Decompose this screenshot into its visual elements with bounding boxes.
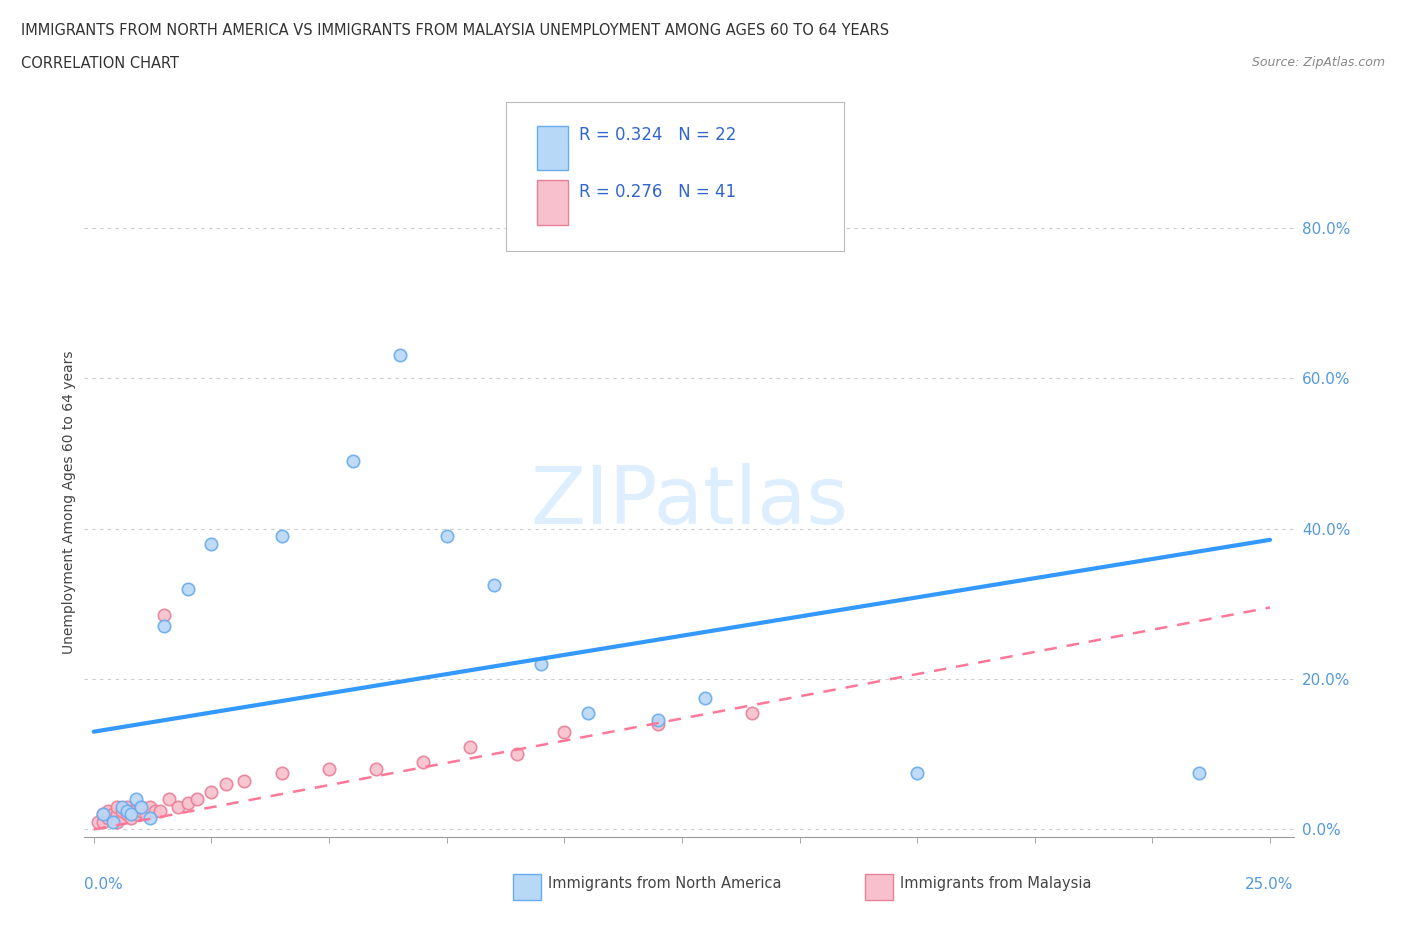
- Point: [97, 811, 120, 826]
- Point: [91, 807, 114, 822]
- Point: [412, 754, 434, 769]
- Point: [214, 777, 236, 791]
- Point: [111, 811, 134, 826]
- Point: [139, 800, 162, 815]
- Point: [153, 618, 176, 633]
- Point: [120, 804, 142, 818]
- Text: R = 0.276   N = 41: R = 0.276 N = 41: [579, 183, 737, 201]
- Point: [530, 657, 553, 671]
- Point: [120, 807, 142, 822]
- Point: [364, 762, 387, 777]
- Point: [271, 528, 294, 543]
- Point: [271, 765, 294, 780]
- Point: [97, 807, 120, 822]
- Point: [115, 800, 138, 815]
- Text: 0.0%: 0.0%: [84, 877, 124, 892]
- Point: [388, 348, 411, 363]
- Point: [741, 706, 763, 721]
- Point: [91, 807, 114, 822]
- Point: [647, 717, 669, 732]
- Point: [135, 807, 157, 822]
- Point: [115, 804, 138, 818]
- Point: [125, 807, 148, 822]
- Point: [436, 528, 458, 543]
- Text: R = 0.324   N = 22: R = 0.324 N = 22: [579, 126, 737, 144]
- Point: [553, 724, 575, 739]
- Point: [101, 815, 124, 830]
- Text: CORRELATION CHART: CORRELATION CHART: [21, 56, 179, 71]
- Point: [105, 807, 128, 822]
- Point: [125, 792, 148, 807]
- Point: [105, 815, 128, 830]
- Point: [139, 811, 162, 826]
- Point: [101, 811, 124, 826]
- Point: [200, 536, 222, 551]
- Text: Source: ZipAtlas.com: Source: ZipAtlas.com: [1251, 56, 1385, 69]
- Point: [153, 607, 176, 622]
- Text: Immigrants from Malaysia: Immigrants from Malaysia: [900, 876, 1091, 891]
- Point: [167, 800, 190, 815]
- Point: [91, 815, 114, 830]
- Point: [129, 800, 152, 815]
- Point: [482, 578, 505, 592]
- Point: [233, 773, 256, 788]
- Point: [120, 811, 142, 826]
- Point: [576, 706, 599, 721]
- Point: [695, 690, 717, 705]
- Point: [1188, 765, 1211, 780]
- Point: [186, 792, 208, 807]
- Y-axis label: Unemployment Among Ages 60 to 64 years: Unemployment Among Ages 60 to 64 years: [62, 351, 76, 654]
- Point: [97, 804, 120, 818]
- Point: [129, 804, 152, 818]
- Text: IMMIGRANTS FROM NORTH AMERICA VS IMMIGRANTS FROM MALAYSIA UNEMPLOYMENT AMONG AGE: IMMIGRANTS FROM NORTH AMERICA VS IMMIGRA…: [21, 23, 889, 38]
- Point: [318, 762, 340, 777]
- Point: [111, 804, 134, 818]
- Point: [143, 804, 166, 818]
- Point: [157, 792, 180, 807]
- Point: [506, 747, 529, 762]
- Point: [129, 800, 152, 815]
- Text: 25.0%: 25.0%: [1246, 877, 1294, 892]
- Point: [115, 807, 138, 822]
- Point: [177, 581, 200, 596]
- Point: [101, 807, 124, 822]
- Point: [647, 713, 669, 728]
- Point: [149, 804, 172, 818]
- Point: [111, 800, 134, 815]
- Point: [342, 454, 364, 469]
- Text: ZIPatlas: ZIPatlas: [530, 463, 848, 541]
- Point: [105, 800, 128, 815]
- Point: [905, 765, 928, 780]
- Point: [177, 796, 200, 811]
- Point: [200, 784, 222, 799]
- Text: Immigrants from North America: Immigrants from North America: [548, 876, 782, 891]
- Point: [87, 815, 110, 830]
- Point: [458, 739, 481, 754]
